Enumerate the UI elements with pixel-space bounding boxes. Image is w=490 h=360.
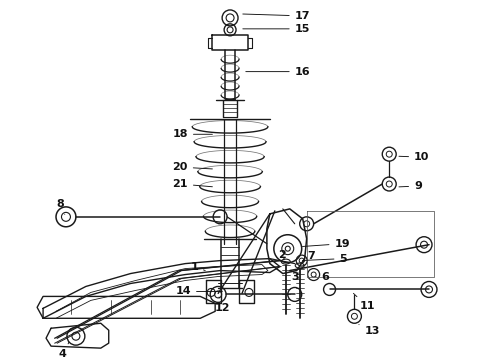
Text: 11: 11 (353, 293, 375, 311)
Text: 6: 6 (316, 271, 329, 282)
Text: 13: 13 (359, 324, 380, 336)
Text: 3: 3 (292, 271, 299, 282)
Text: 20: 20 (172, 162, 212, 172)
Text: 10: 10 (399, 152, 429, 162)
Text: 12: 12 (215, 297, 231, 313)
Text: 1: 1 (190, 262, 205, 271)
Text: 16: 16 (246, 67, 310, 77)
Text: 15: 15 (243, 24, 310, 34)
Text: 5: 5 (302, 253, 347, 264)
Text: 19: 19 (302, 239, 350, 249)
Text: 9: 9 (399, 181, 422, 191)
Text: 17: 17 (243, 11, 310, 21)
Text: 2: 2 (278, 249, 286, 260)
Text: 7: 7 (304, 251, 316, 262)
Text: 8: 8 (56, 199, 65, 214)
Text: 4: 4 (59, 342, 69, 359)
Text: 21: 21 (172, 179, 212, 189)
Text: 14: 14 (175, 287, 222, 296)
Text: 18: 18 (172, 129, 212, 139)
